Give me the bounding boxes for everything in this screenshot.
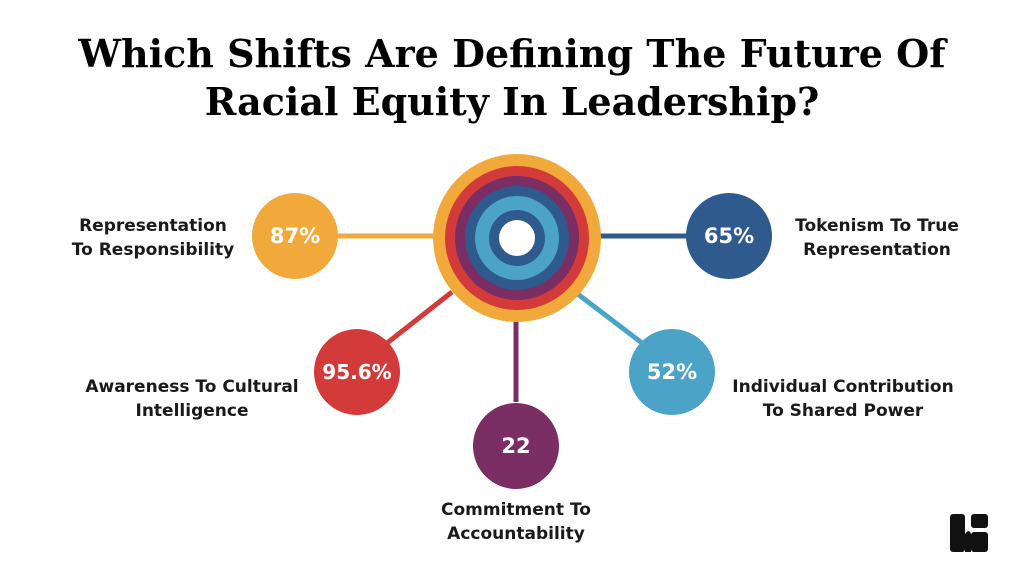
connector-52 <box>573 290 648 348</box>
bubble-95-6 <box>314 329 400 415</box>
label-commitment-to-accountability: Commitment To Accountability <box>441 500 591 544</box>
ring-center <box>499 220 535 256</box>
bubble-22 <box>473 403 559 489</box>
title-line-1: Which Shifts Are Defining The Future Of <box>78 31 946 76</box>
label-representation-to-responsibility: Representation To Responsibility <box>71 216 235 260</box>
value-52: 52% <box>647 360 697 384</box>
bubble-65 <box>686 193 772 279</box>
label-individual-contribution-to-shared-power: Individual Contribution To Shared Power <box>732 377 954 421</box>
bubble-87 <box>252 193 338 279</box>
connector-95-6 <box>380 290 454 349</box>
label-tokenism-to-true-representation: Tokenism To True Representation <box>795 216 959 260</box>
value-95-6: 95.6% <box>322 360 391 384</box>
brand-logo-icon <box>950 514 988 552</box>
label-awareness-to-cultural-intelligence: Awareness To Cultural Intelligence <box>85 377 299 421</box>
value-87: 87% <box>270 224 320 248</box>
value-22: 22 <box>501 434 530 458</box>
bubble-52 <box>629 329 715 415</box>
page-title: Which Shifts Are Defining The Future Of … <box>0 30 1024 126</box>
value-65: 65% <box>704 224 754 248</box>
concentric-rings-icon <box>433 154 601 322</box>
title-line-2: Racial Equity In Leadership? <box>204 79 820 124</box>
